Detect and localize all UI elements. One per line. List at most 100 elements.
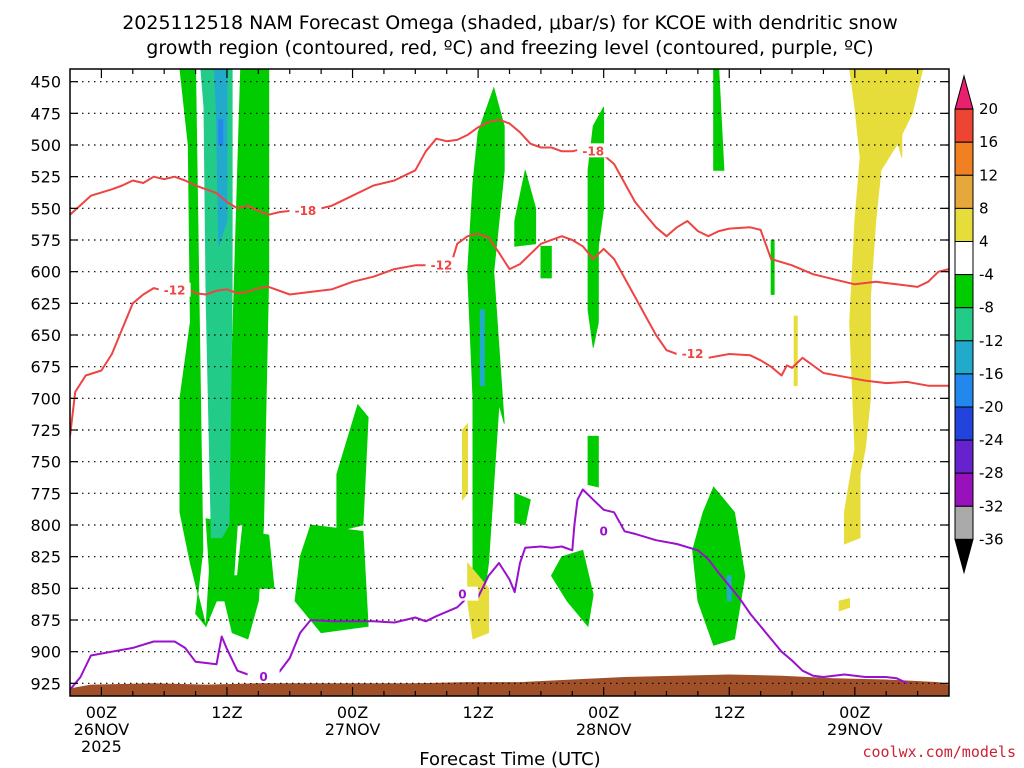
y-tick-label-900: 900 (30, 643, 61, 662)
colorbar-label-2: 12 (979, 166, 998, 184)
colorbar-label-13: -36 (979, 530, 1004, 548)
chart-title-line-1: 2025112518 NAM Forecast Omega (shaded, μ… (122, 12, 898, 34)
contour-layer: -18 -18 -12 -12 -12 0 0 0 (70, 118, 949, 691)
colorbar-swatch-2 (954, 141, 974, 176)
contour-0-label-bg-1 (446, 586, 479, 601)
colorbar-cap-bottom (954, 538, 974, 575)
y-tick-label-925: 925 (30, 674, 61, 693)
y-axis: 450 475 500 525 550 575 600 625 650 675 700 725 750 7… (30, 73, 949, 693)
colorbar-label-0: 20 (979, 100, 998, 118)
contour-0-label-1: 0 (458, 588, 466, 602)
x-tick-label-24-line2: 27NOV (325, 720, 381, 739)
colorbar-label-12: -32 (979, 497, 1004, 515)
contour-neg12-label-bg-0 (158, 282, 191, 297)
colorbar-label-9: -20 (979, 398, 1004, 416)
x-tick-label-60-line1: 12Z (714, 703, 745, 722)
y-tick-label-450: 450 (30, 73, 61, 92)
omega-region-neg12-17 (479, 309, 485, 387)
omega-region-neg4-7 (540, 245, 552, 279)
omega-region-neg12-16 (213, 69, 228, 247)
contour-neg12-label-2: -12 (682, 347, 704, 361)
y-tick-label-600: 600 (30, 263, 61, 282)
colorbar-label-4: 4 (979, 233, 989, 251)
y-tick-label-850: 850 (30, 579, 61, 598)
grid-layer (70, 81, 949, 684)
y-tick-label-825: 825 (30, 548, 61, 567)
contour-0-label-bg-2 (587, 523, 620, 538)
omega-region-neg4-8 (587, 106, 605, 348)
omega-region-neg4-12 (713, 69, 725, 171)
x-tick-label-12-line1: 12Z (211, 703, 242, 722)
colorbar-swatch-11 (954, 439, 974, 474)
colorbar-cap-top (954, 74, 974, 110)
y-tick-label-550: 550 (30, 199, 61, 218)
x-tick-label-48-line2: 28NOV (576, 720, 632, 739)
omega-region-neg4-10 (550, 549, 594, 628)
contour-neg18-label-0: -18 (295, 204, 317, 218)
contour-neg12-label-bg-1 (425, 257, 458, 272)
plot-area-background (70, 69, 949, 696)
colorbar-label-1: 16 (979, 133, 998, 151)
x-tick-label-72-line2: 29NOV (827, 720, 883, 739)
omega-region-4-21 (885, 69, 924, 158)
x-axis-title: Forecast Time (UTC) (419, 749, 600, 768)
colorbar-swatch-7 (954, 307, 974, 342)
y-tick-label-675: 675 (30, 358, 61, 377)
y-tick-label-775: 775 (30, 484, 61, 503)
colorbar-swatch-5 (954, 241, 974, 276)
y-tick-label-650: 650 (30, 326, 61, 345)
y-tick-label-625: 625 (30, 294, 61, 313)
omega-region-neg12-18 (726, 575, 732, 602)
omega-region-neg4-6 (514, 170, 537, 247)
contour-neg12-label-0: -12 (164, 284, 186, 298)
colorbar-label-11: -28 (979, 464, 1004, 482)
omega-region-neg4-3 (294, 524, 369, 634)
contour-neg18-label-bg-1 (577, 143, 610, 158)
omega-shading-layer (179, 69, 924, 646)
colorbar-swatch-8 (954, 340, 974, 375)
y-tick-label-725: 725 (30, 421, 61, 440)
y-tick-label-575: 575 (30, 231, 61, 250)
colorbar-label-6: -8 (979, 299, 994, 317)
omega-region-neg16-19 (218, 119, 224, 146)
credit-text: coolwx.com/models (862, 743, 1016, 761)
colorbar-label-5: -4 (979, 266, 994, 284)
colorbar-swatch-13 (954, 505, 974, 540)
x-tick-label-24-line1: 00Z (337, 703, 368, 722)
colorbar-swatch-3 (954, 174, 974, 209)
y-tick-label-475: 475 (30, 104, 61, 123)
colorbar-swatch-1 (954, 108, 974, 143)
omega-region-4-24 (793, 315, 798, 387)
omega-region-4-20 (844, 69, 924, 545)
y-tick-label-525: 525 (30, 168, 61, 187)
x-tick-label-0-line3: 2025 (81, 737, 122, 756)
omega-region-neg4-4 (336, 403, 369, 532)
colorbar: 20 16 12 8 4 -4 -8 -12 -16 -20 -24 -28 -32 -36 (954, 74, 1004, 575)
contour-neg12-label-1: -12 (431, 258, 453, 272)
contour-0-label-0: 0 (259, 670, 267, 684)
x-tick-label-72-line1: 00Z (839, 703, 870, 722)
x-tick-label-0-line1: 00Z (86, 703, 117, 722)
x-tick-label-48-line1: 00Z (588, 703, 619, 722)
colorbar-swatch-10 (954, 406, 974, 441)
omega-region-neg4-5 (467, 86, 505, 603)
y-tick-label-500: 500 (30, 136, 61, 155)
omega-region-4-22 (461, 422, 469, 501)
contour-0-line (70, 488, 908, 691)
y-tick-label-800: 800 (30, 516, 61, 535)
chart-title-line-2: growth region (contoured, red, ºC) and f… (146, 37, 873, 59)
omega-region-4-25 (838, 597, 850, 612)
contour-neg12-label-bg-2 (676, 346, 709, 360)
contour-0-label-bg-0 (247, 669, 280, 683)
y-tick-label-700: 700 (30, 389, 61, 408)
y-tick-label-750: 750 (30, 453, 61, 472)
colorbar-swatch-9 (954, 373, 974, 408)
contour-neg18-label-1: -18 (582, 144, 604, 158)
colorbar-label-3: 8 (979, 199, 989, 217)
contour-neg18-label-bg-0 (289, 202, 322, 217)
omega-region-neg4-14 (770, 239, 775, 295)
colorbar-label-7: -12 (979, 332, 1004, 350)
contour-0-label-2: 0 (599, 524, 607, 538)
